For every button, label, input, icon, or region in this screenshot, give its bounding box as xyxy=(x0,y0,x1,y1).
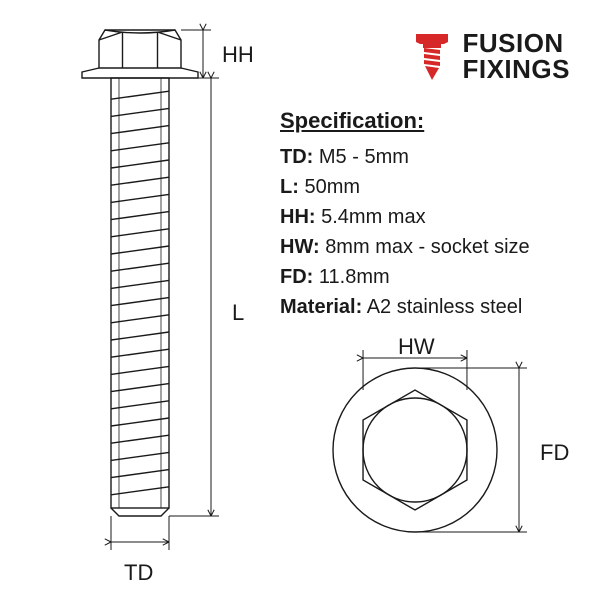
spec-value: M5 - 5mm xyxy=(319,146,409,168)
spec-value: A2 stainless steel xyxy=(367,296,523,318)
spec-value: 11.8mm xyxy=(319,266,390,288)
spec-label: HH: xyxy=(280,206,316,228)
spec-row: HW: 8mm max - socket size xyxy=(280,232,580,262)
spec-value: 8mm max - socket size xyxy=(325,236,529,258)
dim-label-td: TD xyxy=(124,560,153,586)
spec-label: TD: xyxy=(280,146,313,168)
spec-value: 5.4mm max xyxy=(321,206,425,228)
dim-label-l: L xyxy=(232,300,244,326)
specification-panel: Specification: TD: M5 - 5mmL: 50mmHH: 5.… xyxy=(280,108,580,322)
logo-line2: FIXINGS xyxy=(462,56,570,82)
logo-line1: FUSION xyxy=(462,30,570,56)
spec-value: 50mm xyxy=(304,176,360,198)
spec-label: L: xyxy=(280,176,299,198)
spec-row: FD: 11.8mm xyxy=(280,262,580,292)
spec-row: L: 50mm xyxy=(280,172,580,202)
spec-row: Material: A2 stainless steel xyxy=(280,292,580,322)
brand-logo: FUSION FIXINGS xyxy=(410,30,570,82)
spec-heading: Specification: xyxy=(280,108,580,134)
screw-icon xyxy=(410,30,454,82)
dim-label-hh: HH xyxy=(222,42,254,68)
dim-label-hw: HW xyxy=(398,334,435,360)
spec-row: TD: M5 - 5mm xyxy=(280,142,580,172)
spec-label: HW: xyxy=(280,236,320,258)
dim-label-fd: FD xyxy=(540,440,569,466)
spec-label: Material: xyxy=(280,296,362,318)
spec-row: HH: 5.4mm max xyxy=(280,202,580,232)
spec-label: FD: xyxy=(280,266,313,288)
